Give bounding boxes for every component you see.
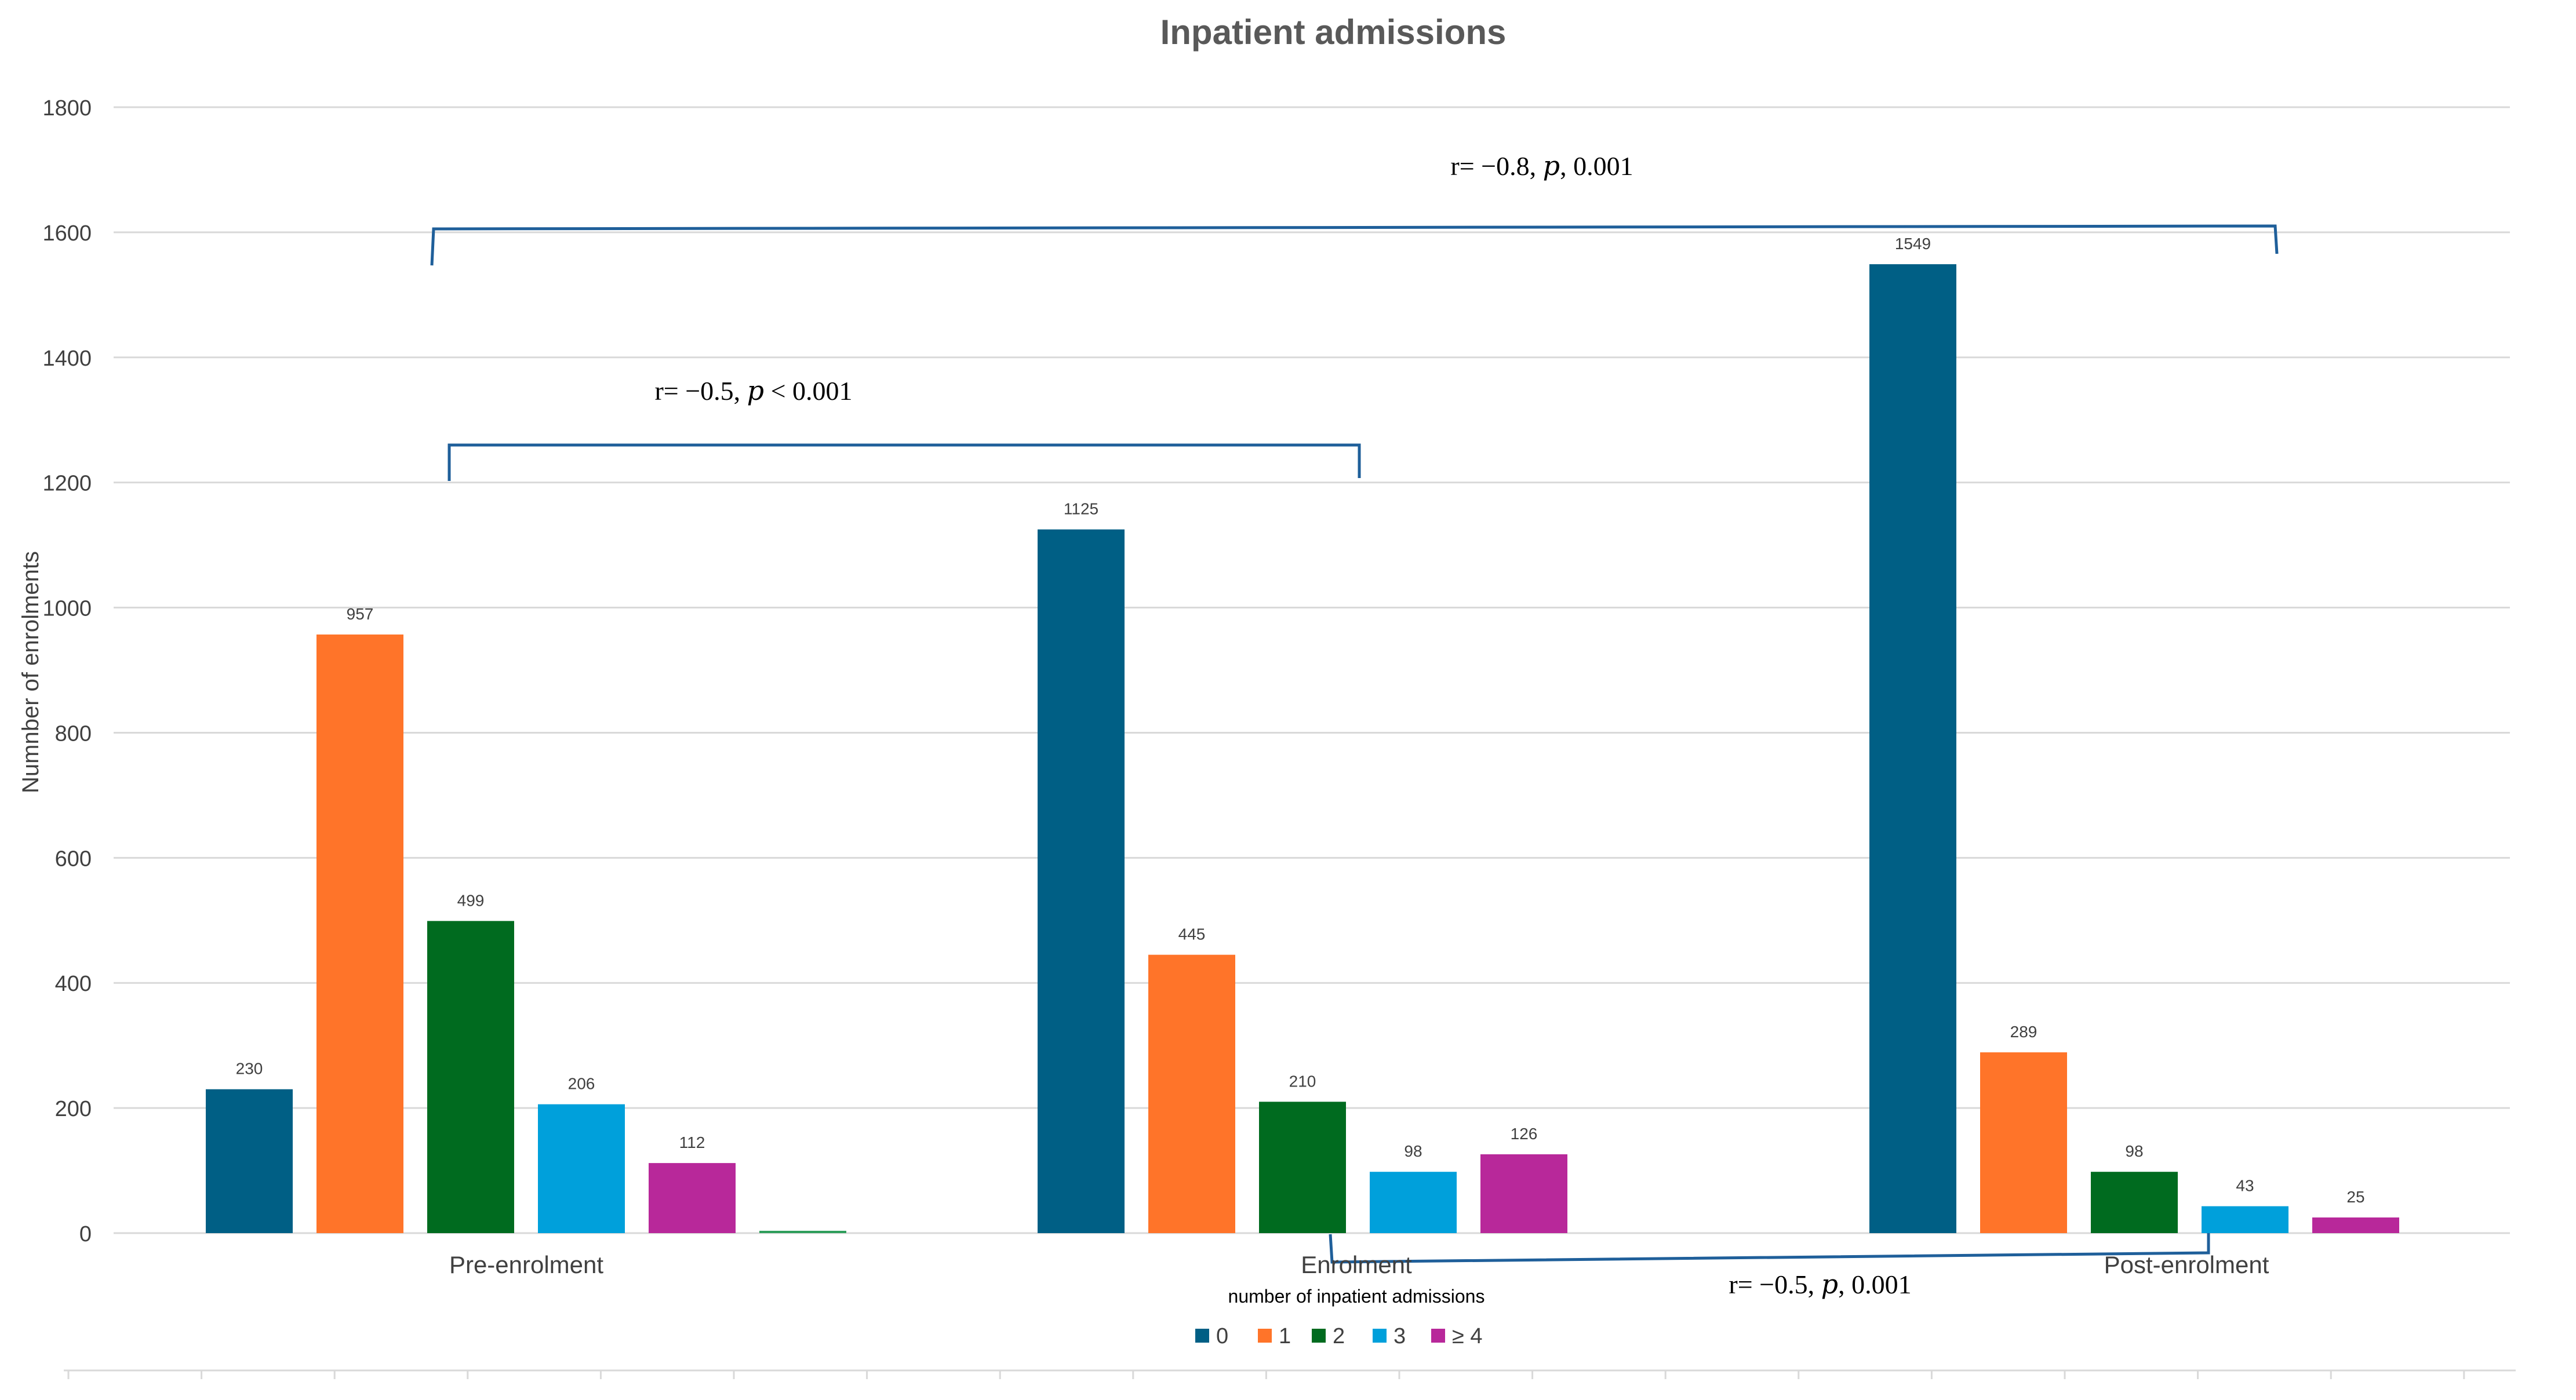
data-label: 206 (568, 1075, 595, 1093)
bar-enrolment-series-2 (1259, 1102, 1346, 1233)
data-label: 98 (1404, 1142, 1422, 1160)
bracket-pre-post (430, 224, 2279, 266)
bar-extra-near-zero (759, 1231, 846, 1233)
y-tick-label: 400 (55, 972, 92, 996)
legend-label: 1 (1279, 1324, 1291, 1348)
y-tick-label: 1600 (42, 221, 92, 246)
data-label: 445 (1178, 925, 1206, 943)
legend-label: 3 (1393, 1324, 1406, 1348)
legend-swatch (1195, 1329, 1209, 1343)
bar-enrolment-series-4 (1480, 1154, 1567, 1233)
bar-pre-enrolment-series-2 (427, 921, 514, 1233)
y-tick-label: 800 (55, 721, 92, 746)
bar-pre-enrolment-series-1 (316, 634, 403, 1233)
bar-enrolment-series-3 (1370, 1172, 1457, 1233)
bar-post-enrolment-series-0 (1869, 264, 1956, 1233)
bar-pre-enrolment-series-3 (538, 1104, 625, 1233)
bars (206, 264, 2399, 1233)
legend-label: ≥ 4 (1452, 1324, 1483, 1348)
legend-swatch (1312, 1329, 1326, 1343)
bar-pre-enrolment-series-0 (206, 1089, 293, 1233)
y-tick-label: 1200 (42, 472, 92, 496)
data-label: 289 (2010, 1023, 2037, 1041)
y-tick-label: 0 (79, 1222, 92, 1246)
data-label: 1549 (1895, 235, 1931, 253)
legend-label: 2 (1333, 1324, 1345, 1348)
data-label: 957 (347, 605, 374, 623)
y-tick-label: 600 (55, 847, 92, 871)
data-label: 98 (2125, 1142, 2143, 1160)
annotation-pre-enrol: r= −0.5, 𝑝 < 0.001 (654, 376, 852, 406)
data-labels: 230 957 499 206 112 1125 445 210 98 126 1549 289 98 4… (236, 235, 2365, 1206)
y-axis-label: Numnber of enrolments (18, 551, 43, 793)
legend-swatch (1373, 1329, 1387, 1343)
y-tick-label: 200 (55, 1097, 92, 1121)
y-tick-label: 1000 (42, 597, 92, 621)
chart-title: Inpatient admissions (1160, 13, 1507, 52)
legend-label: 0 (1216, 1324, 1228, 1348)
data-label: 210 (1289, 1072, 1316, 1090)
y-tick-label: 1800 (42, 96, 92, 121)
data-label: 126 (1511, 1125, 1538, 1143)
bar-post-enrolment-series-2 (2091, 1172, 2178, 1233)
bracket-enrolment-post (1329, 1233, 2210, 1264)
axes: 0 200 400 600 800 1000 1200 1400 1600 1800 Numnber… (18, 96, 2516, 1379)
legend-swatch (1258, 1329, 1272, 1343)
x-category-label: Post-enrolment (2104, 1251, 2269, 1278)
x-category-label: Enrolment (1301, 1251, 1412, 1278)
bracket-pre-enrolment (447, 443, 1361, 481)
data-label: 112 (679, 1133, 705, 1151)
data-label: 499 (457, 891, 485, 909)
legend-swatch (1431, 1329, 1445, 1343)
data-label: 230 (236, 1060, 263, 1078)
bar-post-enrolment-series-1 (1980, 1052, 2067, 1233)
y-tick-label: 1400 (42, 347, 92, 371)
bar-enrolment-series-0 (1038, 529, 1125, 1233)
x-axis-label: number of inpatient admissions (1228, 1286, 1485, 1307)
data-label: 43 (2236, 1177, 2254, 1195)
x-category-label: Pre-enrolment (449, 1251, 603, 1278)
data-label: 1125 (1064, 500, 1098, 518)
legend: 0 1 2 3 ≥ 4 (1195, 1324, 1483, 1348)
significance-brackets: r= −0.8, 𝑝, 0.001 r= −0.5, 𝑝 < 0.001 r= −0… (430, 151, 2279, 1299)
bar-post-enrolment-series-4 (2312, 1217, 2399, 1233)
bar-enrolment-series-1 (1148, 954, 1235, 1233)
annotation-pre-post: r= −0.8, 𝑝, 0.001 (1450, 151, 1633, 181)
bar-pre-enrolment-series-4 (649, 1163, 736, 1233)
data-label: 25 (2346, 1188, 2364, 1206)
bar-post-enrolment-series-3 (2202, 1206, 2288, 1233)
annotation-enrol-post: r= −0.5, 𝑝, 0.001 (1729, 1270, 1911, 1299)
